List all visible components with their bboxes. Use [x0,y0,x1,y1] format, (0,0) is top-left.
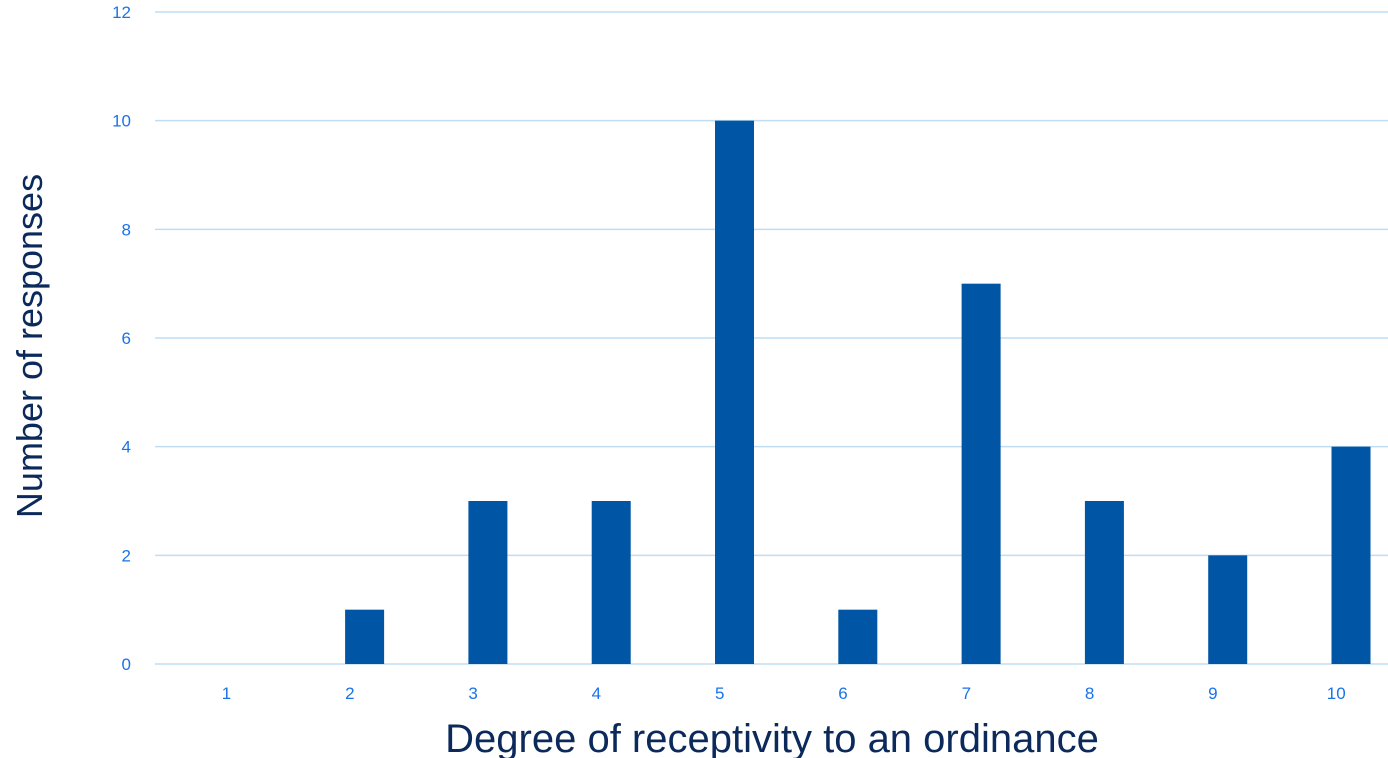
bar-10 [1331,446,1371,664]
x-tick-label: 4 [592,684,601,703]
bar-6 [838,609,878,664]
bars [345,120,1371,664]
y-tick-label: 12 [112,3,131,22]
bar-4 [591,501,631,664]
x-tick-label: 8 [1085,684,1094,703]
x-tick-label: 3 [468,684,477,703]
x-tick-label: 9 [1208,684,1217,703]
x-tick-label: 6 [838,684,847,703]
y-tick-label: 10 [112,112,131,131]
bar-5 [715,120,755,664]
x-tick-label: 7 [962,684,971,703]
gridlines [155,11,1388,665]
bar-9 [1208,555,1248,664]
y-tick-label: 8 [122,220,131,239]
y-axis-title: Number of responses [9,174,50,518]
y-tick-labels: 0 2 4 6 8 10 12 [112,3,131,674]
y-tick-label: 2 [122,546,131,565]
x-tick-label: 10 [1327,684,1346,703]
bar-2 [345,609,385,664]
bar-7 [961,283,1001,664]
y-tick-label: 0 [122,655,131,674]
bar-8 [1084,501,1124,664]
bar-3 [468,501,508,664]
x-tick-label: 1 [222,684,231,703]
x-tick-label: 5 [715,684,724,703]
x-tick-labels: 1 2 3 4 5 6 7 8 9 10 [222,684,1346,703]
y-tick-label: 6 [122,329,131,348]
y-tick-label: 4 [122,438,131,457]
x-tick-label: 2 [345,684,354,703]
x-axis-title: Degree of receptivity to an ordinance [445,717,1099,758]
